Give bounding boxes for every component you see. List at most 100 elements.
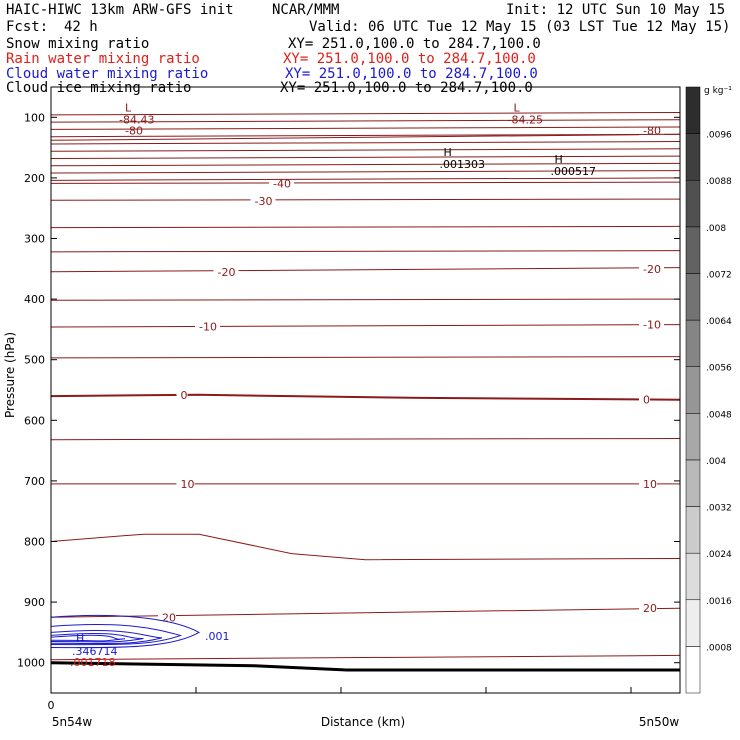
colorbar-segment <box>685 366 701 414</box>
maximum-marker: H <box>444 146 452 159</box>
terrain-line <box>50 661 680 672</box>
contour-label: -20 <box>218 266 236 279</box>
cloud-water-max-marker: H <box>76 632 84 645</box>
field-name-snow: Snow mixing ratio <box>6 36 150 52</box>
colorbar-segment <box>685 506 701 554</box>
minimum-value: -84.25 <box>508 113 543 126</box>
upper-contour <box>50 133 681 138</box>
colorbar: .0008 .0016 .0024 .0032 .004 .0048 .0056 .0064.… <box>685 86 732 694</box>
colorbar-segment <box>685 226 701 274</box>
y-tick-label: 400 <box>24 293 45 306</box>
cloud-water-max-value: .346714 <box>72 645 118 658</box>
x-axis-label: Distance (km) <box>321 715 405 729</box>
init-time: Init: 12 UTC Sun 10 May 15 <box>506 2 726 18</box>
temperature-contour <box>50 250 681 253</box>
extrema-labels: L-84.43L-84.25H.001303 H.000517 <box>119 101 596 178</box>
contour-label-bg <box>639 393 650 406</box>
cloud-water-contour <box>50 630 163 645</box>
contour-label-bg <box>176 388 188 401</box>
contour-label: 10 <box>181 478 195 491</box>
contour-label: -10 <box>199 320 217 333</box>
cloud-water-contour <box>50 634 126 642</box>
field-xy-snow: XY= 251.0,100.0 to 284.7,100.0 <box>288 36 541 52</box>
contour-label: -20 <box>643 263 661 276</box>
colorbar-label: .0024 <box>706 550 732 560</box>
contour-label-bg <box>195 320 220 333</box>
temperature-contour <box>50 267 681 273</box>
colorbar-segment <box>685 273 701 321</box>
maximum-marker: H <box>555 153 563 166</box>
temperature-contour <box>50 356 681 359</box>
colorbar-label: .0064 <box>706 317 732 327</box>
contour-label-bg <box>250 194 276 207</box>
forecast-label: Fcst: <box>6 19 49 35</box>
x-tick-label-first: 0 <box>48 699 55 712</box>
y-tick-label: 1000 <box>17 657 45 670</box>
colorbar-label: .0072 <box>706 270 732 280</box>
field-xy-cloud-water: XY= 251.0,100.0 to 284.7,100.0 <box>285 66 538 82</box>
plot-frame <box>50 86 681 694</box>
upper-contour <box>50 162 681 167</box>
y-tick-label: 500 <box>24 354 45 367</box>
upper-contour <box>50 170 681 174</box>
colorbar-segment <box>685 599 701 647</box>
colorbar-segment <box>685 646 701 694</box>
contour-label-bg <box>639 318 664 331</box>
rain-water-max-value: .001718 <box>70 656 116 669</box>
temperature-contour <box>50 298 681 301</box>
colorbar-segment <box>685 413 701 461</box>
field-xy-cloud-ice: XY= 251.0,100.0 to 284.7,100.0 <box>280 80 533 96</box>
minimum-marker: L <box>125 101 132 114</box>
model-title: HAIC-HIWC 13km ARW-GFS init <box>6 2 234 18</box>
minimum-value: -84.43 <box>119 113 154 126</box>
x-axis <box>50 687 632 693</box>
colorbar-label: .0048 <box>706 410 732 420</box>
temperature-contour <box>50 133 681 141</box>
minimum-marker: L <box>514 101 521 114</box>
org-label: NCAR/MMM <box>272 2 340 18</box>
upper-contour <box>50 111 681 116</box>
contour-label: 20 <box>643 602 657 615</box>
contour-label-bg <box>213 265 239 278</box>
colorbar-unit: g kg⁻¹ <box>704 86 732 96</box>
contour-label-bg <box>639 477 657 490</box>
forecast-hour: 42 h <box>64 19 98 35</box>
upper-contour <box>50 126 681 130</box>
contour-label: -10 <box>643 319 661 332</box>
field-name-cloud-water: Cloud water mixing ratio <box>6 66 209 82</box>
y-tick-label: 800 <box>24 536 45 549</box>
colorbar-segment <box>685 86 701 134</box>
cloud-water-labels: .001 H .346714 .001718 <box>70 630 230 669</box>
y-tick-label: 600 <box>24 414 45 427</box>
contour-label: -40 <box>273 177 291 190</box>
y-axis-label: Pressure (hPa) <box>3 332 17 418</box>
maximum-value: .001303 <box>440 158 486 171</box>
colorbar-label: .004 <box>706 457 726 467</box>
upper-contour <box>50 141 681 145</box>
temperature-contour <box>50 324 681 328</box>
y-tick-label: 200 <box>24 172 45 185</box>
contour-label: 10 <box>643 478 657 491</box>
contour-label: -30 <box>255 195 273 208</box>
y-tick-label: 300 <box>24 233 45 246</box>
y-tick-label: 100 <box>24 111 45 124</box>
colorbar-label: .0056 <box>706 364 732 374</box>
contour-label: 0 <box>643 394 650 407</box>
colorbar-label: .0016 <box>706 597 732 607</box>
maximum-value: .000517 <box>551 165 597 178</box>
colorbar-segment <box>685 133 701 181</box>
x-endpoint-right: 5n50w <box>639 715 680 729</box>
y-tick-label: 900 <box>24 596 45 609</box>
field-name-cloud-ice: Cloud ice mixing ratio <box>6 80 192 96</box>
temperature-contour <box>50 607 681 618</box>
temperature-contour <box>50 181 681 184</box>
colorbar-label: .0008 <box>706 643 732 653</box>
colorbar-label: .008 <box>706 224 726 234</box>
contour-label-bg <box>121 124 146 137</box>
upper-contour <box>50 155 681 160</box>
cloud-water-contour <box>50 614 201 649</box>
colorbar-label: .0096 <box>706 131 732 141</box>
temperature-contour <box>50 533 681 561</box>
